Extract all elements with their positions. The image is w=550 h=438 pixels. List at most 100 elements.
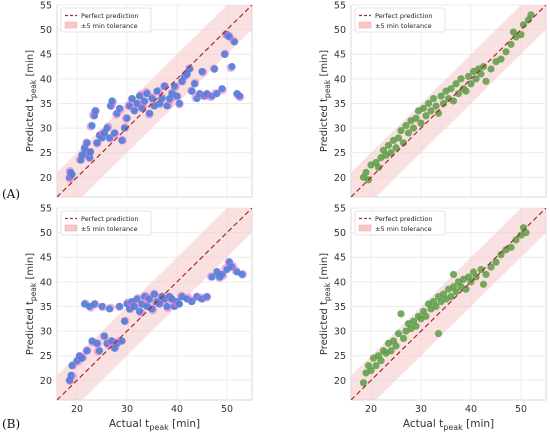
data-point — [103, 124, 111, 132]
data-point — [377, 357, 385, 365]
y-tick-label: 55 — [334, 204, 346, 215]
plot-content — [57, 208, 252, 400]
y-tick-label: 45 — [334, 253, 346, 264]
data-point — [497, 251, 505, 259]
data-point — [100, 332, 109, 340]
data-point — [210, 65, 219, 73]
y-tick-label: 25 — [40, 351, 52, 362]
y-tick-label: 30 — [40, 124, 52, 135]
data-point — [228, 62, 236, 71]
data-point — [487, 263, 495, 271]
data-point — [387, 347, 395, 355]
data-point — [449, 97, 458, 105]
perfect-prediction-line — [351, 208, 546, 400]
y-tick-label: 20 — [334, 173, 346, 184]
data-point — [163, 302, 171, 311]
y-tick-label: 40 — [40, 277, 52, 288]
legend-entry-perfect: Perfect prediction — [375, 215, 432, 223]
data-point — [98, 302, 106, 311]
x-tick-label: 20 — [71, 404, 83, 415]
data-point — [392, 144, 400, 152]
data-point — [467, 80, 475, 88]
data-point — [404, 129, 413, 137]
data-point — [218, 85, 226, 93]
data-point — [68, 361, 76, 370]
data-point — [457, 75, 465, 83]
data-point — [83, 139, 91, 147]
y-tick-label: 20 — [334, 376, 346, 387]
data-point — [175, 300, 184, 308]
data-point — [517, 30, 525, 39]
data-point — [230, 38, 239, 46]
data-point — [472, 75, 480, 83]
data-point — [434, 329, 443, 338]
legend-entry-perfect: Perfect prediction — [81, 215, 138, 223]
data-point — [429, 94, 438, 103]
data-point — [120, 124, 129, 132]
y-tick-label: 30 — [334, 327, 346, 338]
data-point — [447, 293, 455, 301]
perfect-prediction-line — [351, 5, 546, 197]
data-point — [412, 114, 420, 122]
data-point — [198, 67, 206, 76]
chart-b-left: 20 25 30 35 40 45 50 55 20 30 40 50 Predicted tpeak … — [25, 204, 253, 432]
data-point — [110, 129, 119, 137]
y-tick-label: 25 — [40, 148, 52, 159]
data-point — [482, 270, 490, 279]
y-tick-label: 50 — [40, 25, 52, 36]
data-point — [519, 21, 528, 29]
data-point — [402, 122, 410, 130]
x-tick-label: 30 — [415, 404, 427, 415]
legend-box — [60, 210, 152, 236]
data-point — [135, 92, 144, 100]
legend-band-swatch — [64, 224, 78, 232]
data-point — [135, 307, 144, 315]
data-point — [482, 77, 490, 85]
y-tick-label: 25 — [334, 148, 346, 159]
y-tick-label: 35 — [334, 302, 346, 313]
data-point — [362, 168, 370, 176]
data-point — [118, 337, 126, 345]
y-axis-label: Predicted tpeak [min] — [25, 253, 38, 355]
data-point — [372, 361, 380, 370]
chart-a-right: 20 25 30 35 40 45 50 55 Predicted tpeak [min] Per… — [319, 1, 547, 198]
data-point — [175, 99, 184, 108]
data-point — [215, 273, 224, 281]
data-point — [93, 339, 101, 347]
data-point — [479, 280, 488, 288]
y-tick-label: 30 — [40, 327, 52, 338]
data-point — [95, 347, 104, 355]
y-tick-label: 50 — [40, 228, 52, 239]
data-point — [449, 270, 458, 279]
data-point — [422, 112, 430, 120]
data-point — [509, 28, 518, 36]
y-tick-label: 30 — [334, 124, 346, 135]
data-point — [454, 90, 463, 98]
data-point — [145, 109, 154, 117]
data-point — [502, 48, 510, 56]
data-point — [432, 102, 440, 110]
data-point — [447, 85, 455, 93]
y-axis-label: Predicted tpeak [min] — [319, 50, 332, 152]
data-point — [105, 305, 114, 313]
y-tick-label: 35 — [334, 99, 346, 110]
data-point — [123, 114, 131, 122]
data-point — [163, 102, 171, 110]
data-point — [437, 92, 445, 100]
data-point — [462, 285, 470, 293]
legend: Perfect prediction ±5 min tolerance — [60, 210, 152, 236]
y-axis-label: Predicted tpeak [min] — [25, 50, 38, 152]
data-point — [387, 149, 395, 157]
data-point — [419, 104, 428, 112]
legend-box — [354, 210, 446, 236]
data-point — [409, 124, 418, 132]
data-point — [203, 293, 211, 301]
data-point — [487, 65, 495, 73]
data-point — [120, 317, 129, 325]
data-point — [133, 99, 141, 108]
data-point — [185, 65, 194, 73]
data-point — [434, 109, 443, 117]
plot-content — [57, 5, 252, 197]
data-point — [188, 87, 196, 95]
